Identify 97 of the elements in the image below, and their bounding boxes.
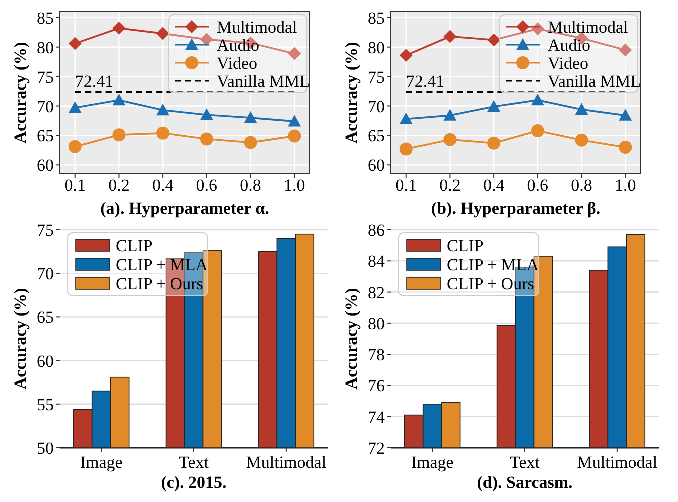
- legend-label: Multimodal: [548, 18, 629, 37]
- text: (a). Hyperparameter α.: [100, 199, 270, 218]
- point: [200, 108, 214, 120]
- legend-label: Audio: [548, 36, 590, 55]
- x-tick-label: 0.8: [240, 176, 262, 195]
- y-axis-title: Accuracy (%): [342, 288, 361, 390]
- y-tick-label: 85: [368, 8, 385, 28]
- point: [488, 136, 501, 150]
- x-tick-label: 0.1: [64, 176, 86, 195]
- point: [288, 47, 302, 60]
- point: [200, 132, 214, 146]
- x-tick-label: Image: [80, 453, 123, 472]
- x-tick-label: 0.4: [483, 176, 506, 195]
- point: [400, 49, 413, 62]
- legend-label: Video: [217, 54, 258, 73]
- x-tick-label: 0.4: [152, 176, 174, 195]
- point: [575, 134, 588, 147]
- point: [288, 130, 302, 143]
- y-tick-label: 80: [368, 38, 385, 58]
- x-tick-label: Multimodal: [246, 453, 327, 472]
- x-tick-label: Image: [411, 453, 454, 472]
- point: [488, 100, 501, 112]
- y-tick-label: 72: [368, 439, 385, 458]
- y-tick-label: 75: [37, 221, 54, 240]
- y-tick-label: 55: [37, 395, 54, 414]
- y-tick-label: 85: [37, 8, 54, 28]
- point: [200, 33, 214, 46]
- legend-label: Video: [548, 54, 589, 73]
- point: [488, 34, 501, 47]
- point: [619, 44, 632, 57]
- point: [156, 104, 170, 116]
- point: [444, 109, 457, 121]
- legend-label: Multimodal: [217, 18, 298, 37]
- x-tick-label: 1.0: [284, 176, 306, 195]
- legend-label: Vanilla MML: [217, 72, 310, 91]
- text: (d). Sarcasm.: [477, 473, 573, 492]
- y-axis-title: Accuracy (%): [11, 288, 30, 390]
- point: [112, 22, 126, 35]
- y-tick-label: 60: [368, 156, 385, 176]
- y-axis-title: Accuracy (%): [11, 42, 30, 144]
- x-tick-label: 0.6: [527, 176, 549, 195]
- point: [156, 126, 170, 140]
- y-tick-label: 65: [37, 308, 54, 328]
- x-tick-label: 0.1: [396, 176, 417, 195]
- y-tick-label: 70: [37, 97, 54, 116]
- y-tick-label: 70: [37, 264, 54, 284]
- text: (b). Hyperparameter β.: [431, 199, 601, 218]
- x-tick-label: 0.2: [108, 176, 130, 195]
- point: [156, 27, 170, 40]
- x-tick-label: 0.2: [440, 176, 461, 195]
- y-tick-label: 75: [37, 68, 54, 87]
- point: [400, 142, 413, 156]
- y-tick-label: 86: [368, 221, 385, 240]
- y-tick-label: 70: [368, 97, 385, 116]
- legend-label: Audio: [217, 36, 260, 55]
- x-tick-label: 0.8: [571, 176, 592, 195]
- y-tick-label: 60: [37, 352, 54, 371]
- point: [444, 133, 457, 146]
- point: [68, 37, 82, 50]
- y-tick-label: 74: [368, 408, 386, 427]
- point: [531, 124, 544, 138]
- y-tick-label: 65: [37, 126, 54, 146]
- legend-label: Vanilla MML: [548, 72, 642, 91]
- y-tick-label: 82: [368, 283, 385, 302]
- point: [244, 136, 258, 150]
- y-tick-label: 80: [368, 314, 385, 334]
- point: [68, 102, 82, 114]
- point: [112, 128, 126, 142]
- point: [619, 140, 632, 154]
- point: [575, 103, 588, 115]
- legend-label: CLIP: [447, 236, 484, 256]
- y-tick-label: 84: [368, 252, 386, 272]
- y-tick-label: 60: [37, 156, 54, 176]
- y-tick-label: 78: [368, 346, 385, 365]
- y-tick-label: 76: [368, 376, 385, 396]
- point: [288, 115, 302, 127]
- annotation: 72.41: [75, 72, 114, 92]
- x-tick-label: 1.0: [615, 176, 636, 195]
- point: [112, 94, 126, 106]
- y-tick-label: 80: [37, 38, 54, 58]
- point: [400, 112, 413, 124]
- point: [531, 94, 544, 106]
- x-tick-label: Text: [510, 453, 540, 472]
- text: (c). 2015.: [161, 473, 227, 492]
- point: [68, 140, 82, 154]
- point: [244, 112, 258, 124]
- y-tick-label: 65: [368, 126, 385, 146]
- y-tick-label: 50: [37, 439, 54, 458]
- y-tick-label: 75: [368, 68, 385, 87]
- x-tick-label: Multimodal: [577, 453, 658, 472]
- legend-label: CLIP: [116, 236, 153, 256]
- x-tick-label: Text: [179, 453, 210, 472]
- x-tick-label: 0.6: [196, 176, 218, 195]
- y-axis-title: Accuracy (%): [342, 42, 361, 144]
- point: [619, 109, 632, 121]
- point: [444, 30, 457, 44]
- annotation: 72.41: [406, 72, 445, 92]
